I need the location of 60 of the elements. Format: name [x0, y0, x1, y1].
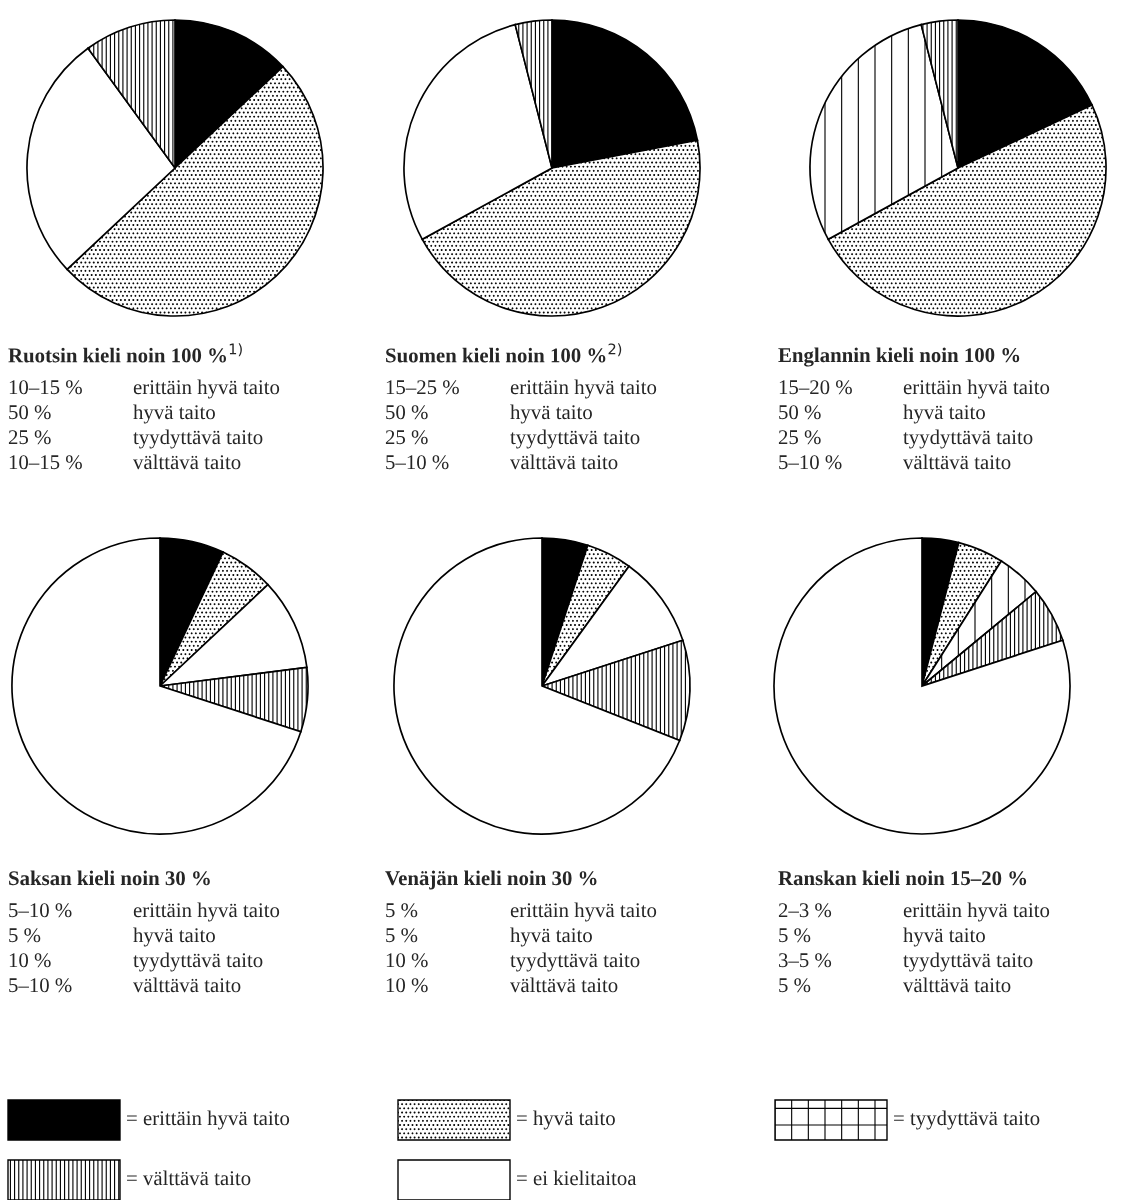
- text: = välttävä taito: [127, 1170, 251, 1186]
- text: tyydyttävä taito: [510, 952, 640, 972]
- text: 3–5 %: [779, 953, 832, 968]
- text: välttävä taito: [903, 977, 1011, 993]
- text: hyvä taito: [510, 927, 592, 947]
- text: välttävä taito: [133, 977, 241, 993]
- text: = ei kielitaitoa: [517, 1170, 637, 1186]
- text: erittäin hyvä taito: [510, 902, 657, 922]
- text: tyydyttävä taito: [133, 429, 263, 449]
- text: 5 %: [386, 903, 418, 918]
- text: 10–15 %: [9, 380, 82, 395]
- text: erittäin hyvä taito: [903, 379, 1050, 399]
- text: Venäjän kieli noin 30 %: [385, 870, 597, 890]
- text: 15–25 %: [386, 380, 459, 395]
- text: 10 %: [9, 953, 51, 968]
- text: = erittäin hyvä taito: [127, 1110, 290, 1130]
- text: 25 %: [778, 430, 821, 445]
- text: 25 %: [385, 430, 428, 445]
- text: Englannin kieli noin 100 %: [778, 347, 1020, 367]
- text: 50 %: [386, 405, 428, 420]
- pie-slice: [773, 537, 1071, 835]
- text: tyydyttävä taito: [903, 429, 1033, 449]
- text: 50 %: [779, 405, 821, 420]
- text: välttävä taito: [510, 454, 618, 470]
- text: hyvä taito: [903, 404, 985, 424]
- text: välttävä taito: [133, 454, 241, 470]
- text: hyvä taito: [903, 927, 985, 947]
- text: erittäin hyvä taito: [133, 379, 280, 399]
- text: 50 %: [9, 405, 51, 420]
- text: 10 %: [386, 953, 428, 968]
- text: Saksan kieli noin 30 %: [9, 870, 210, 886]
- text: 5–10 %: [386, 455, 449, 470]
- text: erittäin hyvä taito: [510, 379, 657, 399]
- text: 5–10 %: [9, 903, 72, 918]
- text: Suomen kieli noin 100 %$^{2)}$: [386, 343, 622, 363]
- text: tyydyttävä taito: [903, 952, 1033, 972]
- text: hyvä taito: [133, 927, 215, 947]
- text: välttävä taito: [510, 977, 618, 993]
- text: välttävä taito: [903, 454, 1011, 470]
- text: 5 %: [9, 928, 41, 943]
- text: Ruotsin kieli noin 100 %$^{1)}$: [8, 343, 242, 363]
- text: = hyvä taito: [517, 1110, 615, 1130]
- text: 5–10 %: [9, 978, 72, 993]
- text: Ranskan kieli noin 15–20 %: [778, 870, 1027, 886]
- text: 25 %: [8, 430, 51, 445]
- text: tyydyttävä taito: [133, 952, 263, 972]
- text: 5 %: [779, 928, 811, 943]
- text: hyvä taito: [510, 404, 592, 424]
- text: 5 %: [779, 978, 811, 993]
- text: erittäin hyvä taito: [903, 902, 1050, 922]
- text: tyydyttävä taito: [510, 429, 640, 449]
- text: 5–10 %: [779, 455, 842, 470]
- text: erittäin hyvä taito: [133, 902, 280, 922]
- text: 5 %: [386, 928, 418, 943]
- text: 10–15 %: [9, 455, 82, 470]
- text: 2–3 %: [778, 903, 832, 918]
- text: 10 %: [386, 978, 428, 993]
- text: = tyydyttävä taito: [894, 1110, 1040, 1130]
- text: 15–20 %: [779, 380, 852, 395]
- text: hyvä taito: [133, 404, 215, 424]
